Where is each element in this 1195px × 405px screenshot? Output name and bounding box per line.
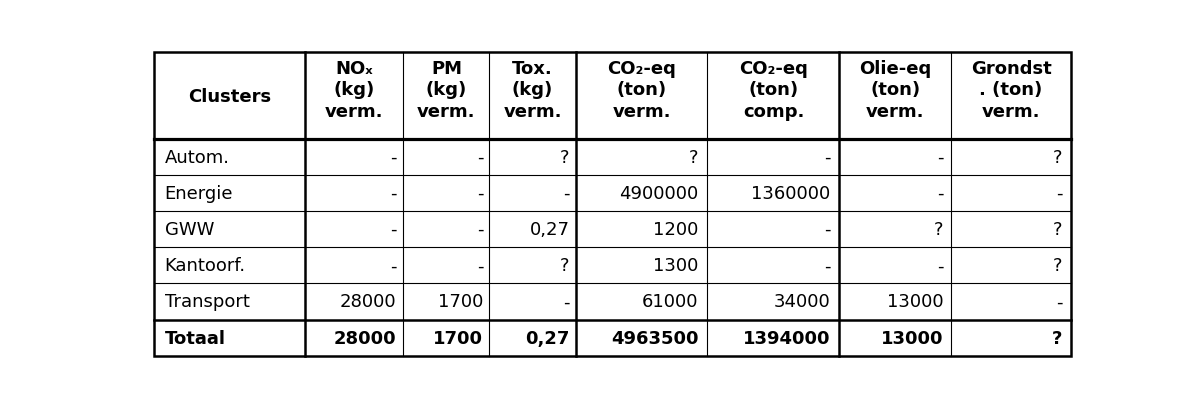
Text: (kg): (kg)	[511, 81, 553, 98]
Text: -: -	[477, 149, 484, 166]
Text: -: -	[563, 185, 570, 202]
Text: verm.: verm.	[982, 103, 1041, 121]
Text: verm.: verm.	[417, 103, 476, 121]
Text: -: -	[390, 257, 397, 275]
Text: -: -	[823, 257, 831, 275]
Text: -: -	[1056, 185, 1062, 202]
Text: (ton): (ton)	[748, 81, 798, 98]
Text: 4900000: 4900000	[619, 185, 698, 202]
Text: -: -	[563, 293, 570, 311]
Text: -: -	[1056, 293, 1062, 311]
Text: ?: ?	[1052, 329, 1062, 347]
Text: CO₂-eq: CO₂-eq	[607, 60, 676, 78]
Text: verm.: verm.	[612, 103, 670, 121]
Text: NOₓ: NOₓ	[336, 60, 373, 78]
Text: (kg): (kg)	[425, 81, 467, 98]
Text: verm.: verm.	[866, 103, 925, 121]
Text: 13000: 13000	[881, 329, 943, 347]
Text: -: -	[390, 149, 397, 166]
Text: ?: ?	[1053, 221, 1062, 239]
Text: ?: ?	[1053, 149, 1062, 166]
Text: ?: ?	[1053, 257, 1062, 275]
Text: 28000: 28000	[339, 293, 397, 311]
Text: 1700: 1700	[439, 293, 484, 311]
Text: comp.: comp.	[743, 103, 804, 121]
Text: 0,27: 0,27	[529, 221, 570, 239]
Text: 28000: 28000	[333, 329, 397, 347]
Text: 1360000: 1360000	[750, 185, 831, 202]
Text: verm.: verm.	[325, 103, 384, 121]
Text: . (ton): . (ton)	[980, 81, 1043, 98]
Text: 1700: 1700	[434, 329, 484, 347]
Text: ?: ?	[688, 149, 698, 166]
Text: Kantoorf.: Kantoorf.	[165, 257, 246, 275]
Text: -: -	[477, 185, 484, 202]
Text: 1200: 1200	[652, 221, 698, 239]
Text: ?: ?	[560, 149, 570, 166]
Text: Grondst: Grondst	[970, 60, 1052, 78]
Text: -: -	[477, 221, 484, 239]
Text: 0,27: 0,27	[525, 329, 570, 347]
Text: Totaal: Totaal	[165, 329, 226, 347]
Text: -: -	[477, 257, 484, 275]
Text: 1394000: 1394000	[742, 329, 831, 347]
Text: (kg): (kg)	[333, 81, 375, 98]
Text: (ton): (ton)	[617, 81, 667, 98]
Text: PM: PM	[431, 60, 462, 78]
Text: ?: ?	[934, 221, 943, 239]
Text: 4963500: 4963500	[611, 329, 698, 347]
Text: -: -	[937, 149, 943, 166]
Text: verm.: verm.	[503, 103, 562, 121]
Text: Clusters: Clusters	[188, 87, 271, 105]
Text: CO₂-eq: CO₂-eq	[739, 60, 808, 78]
Text: 61000: 61000	[642, 293, 698, 311]
Text: (ton): (ton)	[870, 81, 920, 98]
Text: Tox.: Tox.	[513, 60, 553, 78]
Text: 34000: 34000	[773, 293, 831, 311]
Text: -: -	[390, 221, 397, 239]
Text: -: -	[937, 185, 943, 202]
Text: 1300: 1300	[652, 257, 698, 275]
Text: -: -	[823, 149, 831, 166]
Text: 13000: 13000	[887, 293, 943, 311]
Text: -: -	[390, 185, 397, 202]
Text: Autom.: Autom.	[165, 149, 229, 166]
Text: Energie: Energie	[165, 185, 233, 202]
Text: Transport: Transport	[165, 293, 250, 311]
Text: -: -	[823, 221, 831, 239]
Text: Olie-eq: Olie-eq	[859, 60, 931, 78]
Text: -: -	[937, 257, 943, 275]
Text: GWW: GWW	[165, 221, 214, 239]
Text: ?: ?	[560, 257, 570, 275]
